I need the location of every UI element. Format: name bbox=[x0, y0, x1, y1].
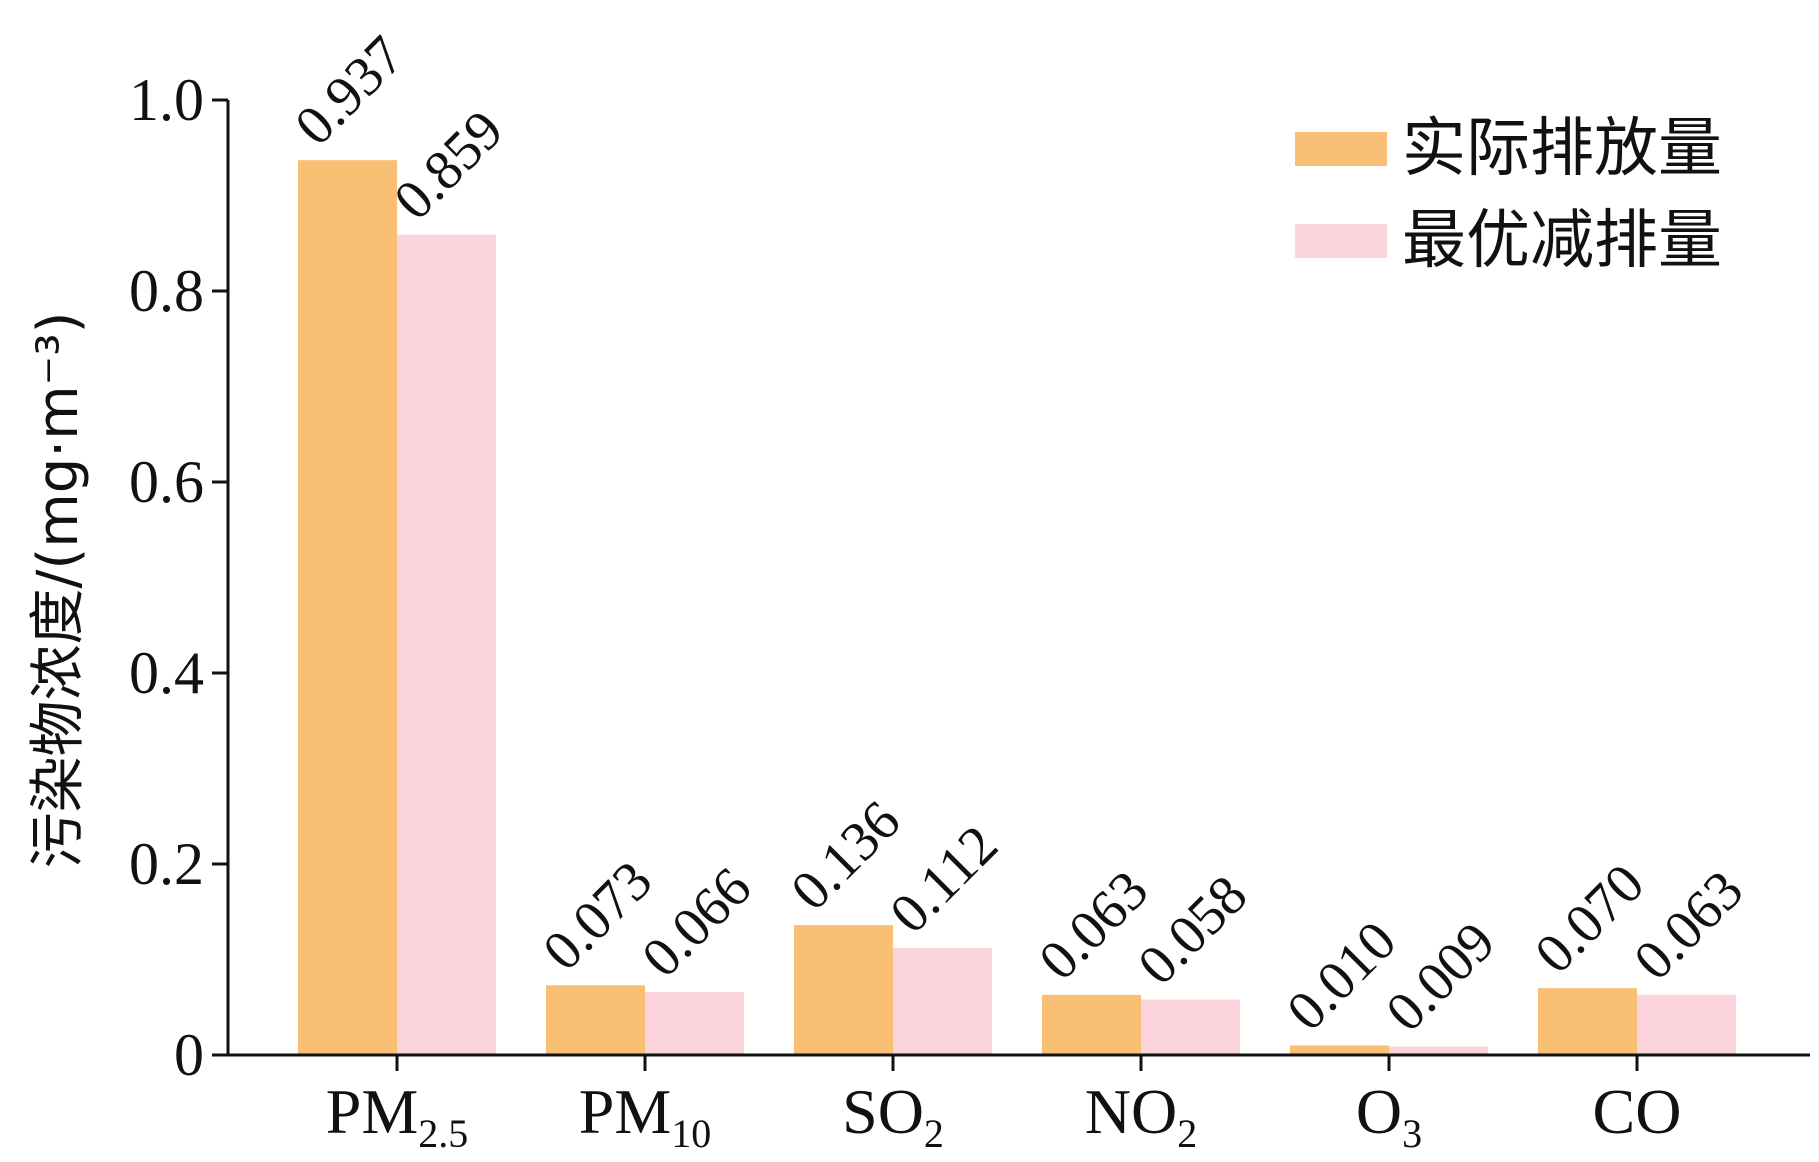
bar-value-label: 0.937 bbox=[283, 24, 416, 157]
y-axis-title: 污染物浓度/(mg·m⁻³) bbox=[26, 311, 91, 868]
y-tick-label: 0 bbox=[174, 1022, 204, 1088]
legend-swatch bbox=[1295, 224, 1387, 258]
bar bbox=[1042, 994, 1141, 1055]
legend-label: 最优减排量 bbox=[1402, 204, 1722, 278]
y-tick-label: 0.6 bbox=[129, 449, 204, 515]
x-tick-label: CO bbox=[1593, 1076, 1682, 1147]
bars-group bbox=[298, 160, 1736, 1056]
x-tick-label: O3 bbox=[1356, 1076, 1422, 1156]
bar bbox=[546, 985, 645, 1055]
bar bbox=[794, 925, 893, 1055]
bar bbox=[893, 948, 992, 1055]
bar bbox=[1538, 988, 1637, 1055]
y-tick-label: 0.8 bbox=[129, 258, 204, 324]
bar-value-label: 0.070 bbox=[1523, 852, 1656, 985]
bar-value-label: 0.058 bbox=[1126, 864, 1259, 997]
bar bbox=[298, 160, 397, 1056]
bar bbox=[1290, 1045, 1389, 1055]
x-tick-label: NO2 bbox=[1085, 1076, 1197, 1156]
x-tick-label: PM2.5 bbox=[326, 1076, 469, 1156]
bar-value-label: 0.009 bbox=[1374, 911, 1507, 1044]
legend-swatch bbox=[1295, 132, 1387, 166]
bar bbox=[645, 991, 744, 1055]
bar-value-label: 0.066 bbox=[630, 856, 763, 989]
bar-value-label: 0.859 bbox=[382, 99, 515, 232]
bar-value-label: 0.063 bbox=[1622, 859, 1755, 992]
y-tick-label: 0.4 bbox=[129, 640, 204, 706]
bar bbox=[1141, 999, 1240, 1055]
x-ticks-group: PM2.5 PM10 SO2 NO2 O3 CO bbox=[326, 1055, 1682, 1156]
x-tick-label: PM10 bbox=[579, 1076, 712, 1156]
bar bbox=[397, 234, 496, 1055]
legend-label: 实际排放量 bbox=[1402, 112, 1722, 186]
bar-value-label: 0.010 bbox=[1275, 910, 1408, 1043]
bar bbox=[1637, 994, 1736, 1055]
bar-value-label: 0.073 bbox=[531, 850, 664, 983]
x-tick-label: SO2 bbox=[842, 1076, 944, 1156]
y-tick-label: 0.2 bbox=[129, 831, 204, 897]
bar-value-label: 0.063 bbox=[1027, 859, 1160, 992]
bar bbox=[1389, 1046, 1488, 1055]
y-ticks-group: 0 0.2 0.4 0.6 0.8 1.0 bbox=[129, 67, 228, 1088]
y-tick-label: 1.0 bbox=[129, 67, 204, 133]
